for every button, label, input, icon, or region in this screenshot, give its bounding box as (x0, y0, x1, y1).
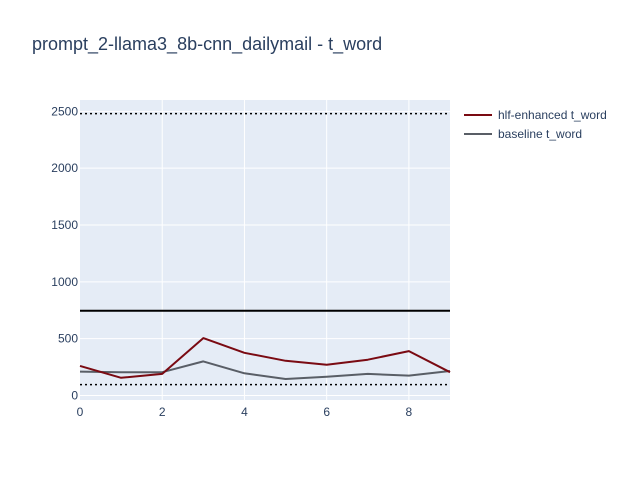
y-tick-label: 2500 (51, 104, 78, 118)
y-tick-label: 500 (58, 332, 78, 346)
y-tick-label: 0 (71, 388, 78, 402)
x-tick-label: 2 (159, 405, 166, 419)
x-gridlines (161, 100, 410, 400)
x-tick-label: 8 (406, 405, 413, 419)
reference-lines (80, 112, 450, 386)
legend[interactable]: hlf-enhanced t_word baseline t_word (464, 108, 607, 141)
chart-title: prompt_2-llama3_8b-cnn_dailymail - t_wor… (32, 34, 382, 55)
y-axis-ticks: 0 500 1000 1500 2000 2500 (51, 104, 78, 402)
series-line-hlf-enhanced-t-word (79, 337, 451, 379)
series-layer (79, 337, 451, 380)
y-tick-label: 2000 (51, 161, 78, 175)
series-line-baseline-t-word (79, 360, 451, 380)
y-tick-label: 1000 (51, 275, 78, 289)
y-gridlines (80, 110, 450, 396)
legend-label: baseline t_word (498, 127, 582, 141)
x-tick-label: 0 (77, 405, 84, 419)
legend-label: hlf-enhanced t_word (498, 108, 607, 122)
x-tick-label: 6 (323, 405, 330, 419)
x-axis-ticks: 0 2 4 6 8 (77, 405, 413, 419)
x-tick-label: 4 (241, 405, 248, 419)
plot-area (80, 100, 450, 400)
y-tick-label: 1500 (51, 218, 78, 232)
